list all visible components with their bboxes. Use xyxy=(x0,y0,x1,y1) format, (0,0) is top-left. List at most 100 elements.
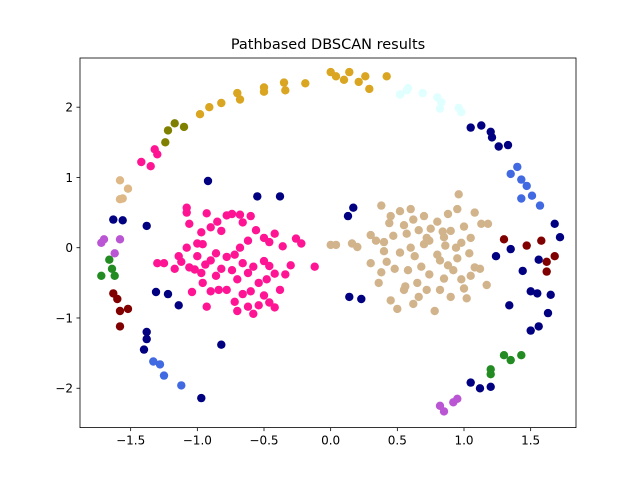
data-point xyxy=(446,292,455,302)
data-point xyxy=(345,292,354,302)
data-point xyxy=(386,296,395,305)
data-point xyxy=(399,221,409,230)
data-point xyxy=(198,240,207,249)
data-point xyxy=(371,236,381,245)
data-point xyxy=(331,240,341,250)
data-point xyxy=(395,248,405,257)
data-point xyxy=(357,294,366,304)
data-point xyxy=(195,110,205,119)
data-point xyxy=(163,289,173,299)
data-point xyxy=(470,208,479,217)
data-point xyxy=(235,95,245,104)
data-point xyxy=(249,309,258,318)
data-point xyxy=(406,243,415,252)
data-point xyxy=(482,280,491,290)
data-point xyxy=(113,294,122,304)
data-point xyxy=(409,299,418,309)
data-point xyxy=(477,121,486,130)
data-point xyxy=(457,107,466,117)
data-point xyxy=(454,190,463,199)
data-point xyxy=(535,201,545,210)
data-point xyxy=(443,209,453,219)
data-point xyxy=(275,192,285,201)
data-point xyxy=(537,236,546,245)
data-point xyxy=(506,169,515,179)
data-point xyxy=(254,278,263,288)
data-point xyxy=(146,162,155,171)
data-point xyxy=(382,257,391,266)
data-point xyxy=(222,252,231,262)
data-point xyxy=(517,194,526,203)
data-point xyxy=(202,209,211,218)
data-point xyxy=(382,72,391,81)
data-point xyxy=(246,211,255,221)
data-point xyxy=(379,237,389,247)
data-point xyxy=(251,226,261,235)
data-point xyxy=(137,157,146,167)
data-point xyxy=(238,218,247,227)
data-point xyxy=(527,191,537,200)
data-point xyxy=(214,285,223,295)
data-point xyxy=(506,244,515,254)
data-point xyxy=(331,72,341,81)
data-point xyxy=(534,255,543,264)
data-point xyxy=(233,306,242,316)
x-tick-label: 0.5 xyxy=(388,434,407,448)
data-point xyxy=(259,291,269,300)
data-point xyxy=(414,226,423,235)
data-point xyxy=(115,322,125,331)
data-point xyxy=(265,261,274,271)
data-point xyxy=(310,262,319,271)
data-point xyxy=(177,381,186,390)
data-point xyxy=(105,255,114,264)
data-point xyxy=(465,249,474,258)
data-point xyxy=(361,72,370,81)
data-point xyxy=(217,226,226,236)
data-point xyxy=(401,282,410,291)
data-point xyxy=(230,250,239,259)
data-point xyxy=(386,211,395,221)
data-point xyxy=(451,243,461,252)
data-point xyxy=(466,271,475,280)
data-point xyxy=(366,230,375,240)
data-point xyxy=(505,301,514,310)
data-point xyxy=(159,259,169,268)
data-point xyxy=(107,264,117,273)
data-point xyxy=(418,88,427,98)
data-point xyxy=(339,75,349,85)
data-point xyxy=(414,292,423,302)
data-point xyxy=(139,345,149,354)
data-point xyxy=(115,235,125,244)
data-point xyxy=(409,215,418,224)
data-point xyxy=(142,221,151,231)
data-point xyxy=(555,233,565,242)
data-point xyxy=(182,243,191,252)
data-point xyxy=(197,268,206,278)
data-point xyxy=(279,78,289,87)
data-point xyxy=(457,275,466,284)
data-point xyxy=(206,287,215,296)
data-point xyxy=(109,215,118,224)
data-point xyxy=(506,355,515,365)
y-tick-label: 0 xyxy=(65,241,73,255)
plot-frame xyxy=(79,57,577,429)
y-axis: −2 −1 0 1 2 xyxy=(55,100,80,396)
data-point xyxy=(213,217,222,226)
data-point xyxy=(238,259,247,268)
data-point xyxy=(439,274,449,283)
data-point xyxy=(197,393,206,403)
data-point xyxy=(217,98,226,108)
data-point xyxy=(435,285,445,295)
data-point xyxy=(262,275,271,284)
data-point xyxy=(197,228,206,237)
data-point xyxy=(459,284,469,293)
data-point xyxy=(270,229,279,238)
data-point xyxy=(439,407,449,416)
data-point xyxy=(422,285,431,295)
data-point xyxy=(270,269,279,278)
data-point xyxy=(249,262,258,271)
data-point xyxy=(487,133,497,142)
data-point xyxy=(417,262,426,271)
data-point xyxy=(115,306,125,316)
data-point xyxy=(499,235,509,244)
